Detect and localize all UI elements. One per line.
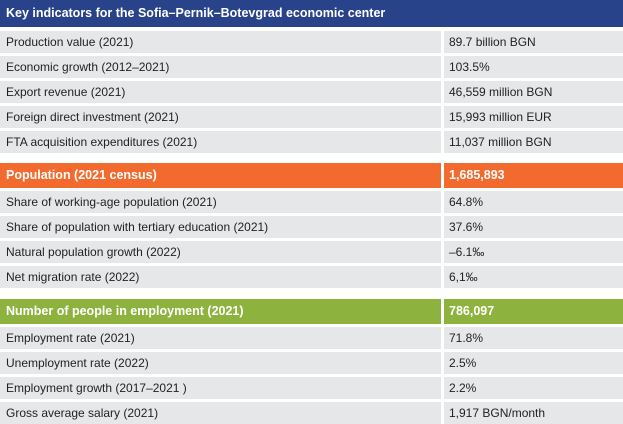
table-row: Employment rate (2021) 71.8% xyxy=(0,327,623,349)
table-row: Production value (2021) 89.7 billion BGN xyxy=(0,31,623,53)
table-row: Gross average salary (2021) 1,917 BGN/mo… xyxy=(0,402,623,424)
row-label: Employment growth (2017–2021 ) xyxy=(6,381,187,395)
table-row: FTA acquisition expenditures (2021) 11,0… xyxy=(0,131,623,153)
employment-header-value: 786,097 xyxy=(449,304,495,318)
row-value: 103.5% xyxy=(449,60,490,74)
row-label: Production value (2021) xyxy=(6,35,134,49)
population-header-label: Population (2021 census) xyxy=(6,168,157,182)
row-label: Unemployment rate (2022) xyxy=(6,356,149,370)
row-value: 46,559 million BGN xyxy=(449,85,553,99)
employment-header-label: Number of people in employment (2021) xyxy=(6,304,244,318)
row-value: 64.8% xyxy=(449,195,484,209)
row-label: Gross average salary (2021) xyxy=(6,406,159,420)
population-header: Population (2021 census) 1,685,893 xyxy=(0,163,623,188)
column-divider xyxy=(441,106,444,128)
row-value: –6.1‰ xyxy=(449,245,485,259)
row-label: Economic growth (2012–2021) xyxy=(6,60,170,74)
row-value: 15,993 million EUR xyxy=(449,110,552,124)
population-section: Share of working-age population (2021) 6… xyxy=(0,191,623,288)
column-divider xyxy=(441,241,444,263)
row-label: Net migration rate (2022) xyxy=(6,270,140,284)
table-row: Share of population with tertiary educat… xyxy=(0,216,623,238)
economy-section: Production value (2021) 89.7 billion BGN… xyxy=(0,31,623,153)
table-row: Foreign direct investment (2021) 15,993 … xyxy=(0,106,623,128)
column-divider xyxy=(441,31,444,53)
row-label: Natural population growth (2022) xyxy=(6,245,181,259)
row-value: 89.7 billion BGN xyxy=(449,35,536,49)
column-divider xyxy=(441,299,444,324)
table-title: Key indicators for the Sofia–Pernik–Bote… xyxy=(0,0,623,27)
row-value: 2.5% xyxy=(449,356,477,370)
row-value: 71.8% xyxy=(449,331,484,345)
row-value: 2.2% xyxy=(449,381,477,395)
column-divider xyxy=(441,56,444,78)
column-divider xyxy=(441,402,444,424)
column-divider xyxy=(441,216,444,238)
row-label: Export revenue (2021) xyxy=(6,85,126,99)
row-label: FTA acquisition expenditures (2021) xyxy=(6,135,198,149)
column-divider xyxy=(441,131,444,153)
row-value: 11,037 million BGN xyxy=(449,135,552,149)
table-row: Employment growth (2017–2021 ) 2.2% xyxy=(0,377,623,399)
row-label: Share of working-age population (2021) xyxy=(6,195,217,209)
population-header-value: 1,685,893 xyxy=(449,168,505,182)
column-divider xyxy=(441,81,444,103)
table-row: Export revenue (2021) 46,559 million BGN xyxy=(0,81,623,103)
table-row: Natural population growth (2022) –6.1‰ xyxy=(0,241,623,263)
row-value: 37.6% xyxy=(449,220,484,234)
row-label: Foreign direct investment (2021) xyxy=(6,110,179,124)
column-divider xyxy=(441,191,444,213)
row-label: Employment rate (2021) xyxy=(6,331,135,345)
table-row: Net migration rate (2022) 6,1‰ xyxy=(0,266,623,288)
row-value: 1,917 BGN/month xyxy=(449,406,546,420)
table-row: Share of working-age population (2021) 6… xyxy=(0,191,623,213)
row-value: 6,1‰ xyxy=(449,270,478,284)
column-divider xyxy=(441,377,444,399)
employment-section: Employment rate (2021) 71.8% Unemploymen… xyxy=(0,327,623,424)
employment-header: Number of people in employment (2021) 78… xyxy=(0,299,623,324)
column-divider xyxy=(441,163,444,188)
row-label: Share of population with tertiary educat… xyxy=(6,220,269,234)
column-divider xyxy=(441,266,444,288)
table-row: Economic growth (2012–2021) 103.5% xyxy=(0,56,623,78)
column-divider xyxy=(441,352,444,374)
column-divider xyxy=(441,327,444,349)
table-row: Unemployment rate (2022) 2.5% xyxy=(0,352,623,374)
